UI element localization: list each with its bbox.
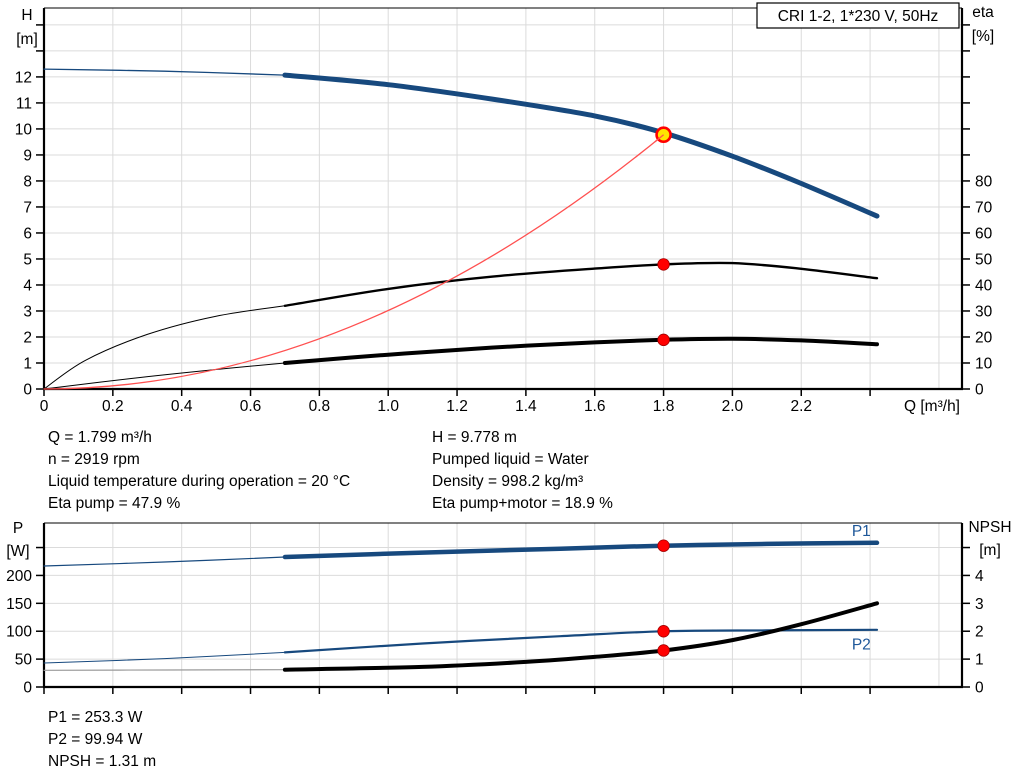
result-line-p1: P1 = 253.3 W bbox=[48, 709, 143, 726]
left-axis-tick-label: 8 bbox=[23, 173, 32, 190]
right-axis-tick-label: 3 bbox=[975, 596, 984, 613]
result-line-p2: P2 = 99.94 W bbox=[48, 731, 143, 748]
right-axis-tick-label: 30 bbox=[975, 303, 993, 320]
series-npsh-extension bbox=[43, 669, 286, 671]
system-curve-tip bbox=[654, 134, 664, 143]
series-eta-pump-curve bbox=[283, 261, 879, 307]
left-axis-tick-label: 4 bbox=[23, 277, 32, 294]
x-axis-tick-label: 1.8 bbox=[653, 398, 675, 415]
left-axis-tick-label: 150 bbox=[6, 596, 32, 613]
x-axis-tick-label: 2.0 bbox=[722, 398, 744, 415]
right-axis-tick-label: 2 bbox=[975, 624, 984, 641]
x-axis-tick-label: 0.2 bbox=[102, 398, 124, 415]
info-line-speed: n = 2919 rpm bbox=[48, 451, 140, 468]
left-axis-tick-label: 5 bbox=[23, 251, 32, 268]
x-axis-tick-label: 1.0 bbox=[377, 398, 399, 415]
series-eta-pump-motor-extension bbox=[43, 362, 286, 390]
chart-title: CRI 1-2, 1*230 V, 50Hz bbox=[778, 8, 939, 25]
info-line-liquid-temp: Liquid temperature during operation = 20… bbox=[48, 473, 351, 490]
left-axis-tick-label: 50 bbox=[15, 652, 33, 669]
left-axis-tick-label: 9 bbox=[23, 147, 32, 164]
result-line-npsh: NPSH = 1.31 m bbox=[48, 753, 157, 770]
series-eta-pump-motor-curve bbox=[282, 336, 879, 365]
series-eta-pump-extension bbox=[43, 305, 286, 390]
x-axis-tick-label: 1.6 bbox=[584, 398, 606, 415]
left-axis-title: P bbox=[13, 520, 23, 537]
info-line-density: Density = 998.2 kg/m³ bbox=[432, 473, 584, 490]
right-axis-tick-label: 50 bbox=[975, 251, 993, 268]
left-axis-tick-label: 11 bbox=[16, 95, 32, 112]
chart-title-box bbox=[756, 2, 960, 29]
left-axis-tick-label: 10 bbox=[15, 121, 33, 138]
curve-label-p1: P1 bbox=[852, 523, 871, 540]
series-p2-curve bbox=[283, 628, 879, 654]
series-p1-curve bbox=[282, 540, 880, 560]
x-axis-unit-label: Q [m³/h] bbox=[904, 398, 960, 415]
x-axis-tick-label: 0.4 bbox=[171, 398, 193, 415]
left-axis-tick-label: 3 bbox=[23, 303, 32, 320]
right-axis-title: [m] bbox=[979, 542, 1001, 559]
duty-point-marker bbox=[657, 644, 670, 657]
left-axis-tick-label: 7 bbox=[23, 199, 32, 216]
series-p1-extension bbox=[43, 556, 286, 567]
x-axis-tick-label: 1.4 bbox=[515, 398, 537, 415]
x-axis-tick-label: 0.6 bbox=[240, 398, 262, 415]
info-line-q: Q = 1.799 m³/h bbox=[48, 429, 152, 446]
info-line-eta-pump: Eta pump = 47.9 % bbox=[48, 495, 181, 512]
left-axis-tick-label: 12 bbox=[15, 69, 32, 86]
left-axis-tick-label: 100 bbox=[6, 624, 32, 641]
right-axis-tick-label: 60 bbox=[975, 225, 993, 242]
left-axis-tick-label: 200 bbox=[6, 568, 32, 585]
x-axis-tick-label: 0 bbox=[40, 398, 49, 415]
duty-info-right-column: H = 9.778 m Pumped liquid = Water Densit… bbox=[432, 427, 613, 515]
right-axis-title: [%] bbox=[972, 28, 994, 45]
duty-point-marker bbox=[657, 539, 670, 552]
info-line-pumped-liquid: Pumped liquid = Water bbox=[432, 451, 589, 468]
right-axis-tick-label: 4 bbox=[975, 568, 984, 585]
series-npsh-curve bbox=[282, 601, 879, 672]
info-line-head: H = 9.778 m bbox=[432, 429, 517, 446]
left-axis-tick-label: 6 bbox=[23, 225, 32, 242]
right-axis-title: NPSH bbox=[968, 519, 1011, 536]
right-axis-title: eta bbox=[972, 4, 994, 21]
left-axis-tick-label: 2 bbox=[23, 329, 32, 346]
left-axis-title: [m] bbox=[16, 31, 38, 48]
series-qh-curve bbox=[282, 72, 880, 219]
right-axis-tick-label: 1 bbox=[975, 652, 984, 669]
left-axis-title: H bbox=[21, 7, 32, 24]
right-axis-tick-label: 0 bbox=[975, 382, 984, 399]
duty-point-marker bbox=[657, 625, 670, 638]
right-axis-tick-label: 70 bbox=[975, 199, 993, 216]
x-axis-tick-label: 1.2 bbox=[446, 398, 468, 415]
duty-info-left-column: Q = 1.799 m³/h n = 2919 rpm Liquid tempe… bbox=[48, 427, 350, 515]
series-qh-extension bbox=[43, 68, 286, 76]
duty-point-marker bbox=[657, 258, 670, 271]
left-axis-tick-label: 0 bbox=[23, 382, 32, 399]
duty-point-marker bbox=[657, 333, 670, 347]
right-axis-tick-label: 20 bbox=[975, 329, 993, 346]
curve-label-p2: P2 bbox=[852, 637, 871, 654]
result-block: P1 = 253.3 W P2 = 99.94 W NPSH = 1.31 m bbox=[48, 707, 156, 773]
power-npsh-chart: 0 50 100 150 200 0 1 2 3 4 P [W] NPSH [m] P1 P2 bbox=[6, 519, 1011, 697]
left-axis-tick-label: 1 bbox=[23, 355, 32, 372]
x-axis-tick-label: 2.2 bbox=[790, 398, 812, 415]
right-axis-tick-label: 40 bbox=[975, 277, 993, 294]
right-axis-tick-label: 0 bbox=[975, 680, 984, 697]
series-system-curve bbox=[43, 134, 665, 390]
left-axis-tick-label: 0 bbox=[23, 680, 32, 697]
left-axis-title: [W] bbox=[6, 543, 29, 560]
right-axis-tick-label: 80 bbox=[975, 173, 993, 190]
right-axis-tick-label: 10 bbox=[975, 355, 993, 372]
x-axis-tick-label: 0.8 bbox=[309, 398, 331, 415]
series-p2-extension bbox=[43, 651, 286, 664]
info-line-eta-pump-motor: Eta pump+motor = 18.9 % bbox=[432, 495, 613, 512]
